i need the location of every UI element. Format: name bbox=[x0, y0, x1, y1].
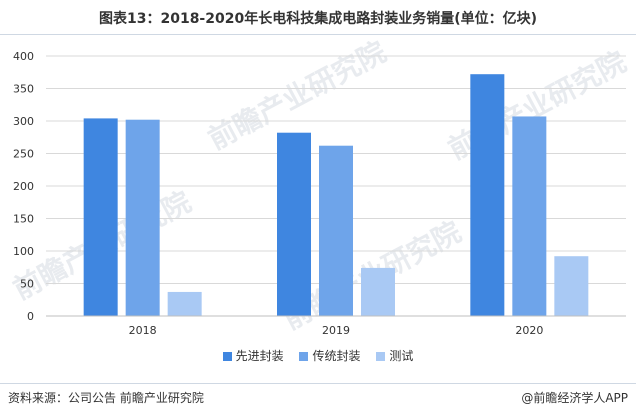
bar bbox=[83, 118, 118, 317]
y-tick-label: 100 bbox=[13, 245, 34, 258]
y-tick-label: 200 bbox=[13, 180, 34, 193]
bar bbox=[167, 291, 202, 316]
bar bbox=[512, 116, 547, 316]
credit-note: @前瞻经济学人APP bbox=[521, 391, 628, 405]
bar bbox=[125, 119, 160, 316]
y-tick-label: 150 bbox=[13, 213, 34, 226]
bars bbox=[83, 74, 589, 317]
bar bbox=[277, 132, 311, 316]
legend-item-advanced: 先进封装 bbox=[222, 347, 284, 364]
header-divider bbox=[0, 34, 636, 35]
legend-swatch bbox=[299, 352, 309, 361]
x-axis-ticks: 2018 2019 2020 bbox=[129, 324, 544, 337]
y-axis-ticks: 0 50 100 150 200 250 300 350 400 bbox=[13, 50, 34, 323]
chart-title: 图表13：2018-2020年长电科技集成电路封装业务销量(单位：亿块) bbox=[98, 11, 538, 27]
bar bbox=[319, 145, 353, 316]
bar bbox=[470, 74, 505, 316]
x-tick-label: 2018 bbox=[129, 324, 157, 337]
bar bbox=[554, 256, 589, 316]
bar-chart: 前瞻产业研究院 前瞻产业研究院 前瞻产业研究院 前瞻产业研究院 05010015… bbox=[8, 35, 632, 337]
legend-label: 测试 bbox=[389, 349, 414, 363]
legend-label: 传统封装 bbox=[312, 349, 361, 363]
legend-item-testing: 测试 bbox=[376, 347, 413, 364]
x-tick-label: 2020 bbox=[515, 324, 543, 337]
x-tick-label: 2019 bbox=[322, 324, 350, 337]
y-tick-label: 300 bbox=[13, 115, 34, 128]
legend: 先进封装 传统封装 测试 bbox=[0, 347, 636, 364]
y-tick-label: 400 bbox=[13, 50, 34, 63]
legend-item-traditional: 传统封装 bbox=[299, 347, 361, 364]
legend-swatch bbox=[222, 352, 232, 361]
y-tick-label: 350 bbox=[13, 83, 34, 96]
footer-divider bbox=[0, 383, 636, 384]
bar bbox=[361, 267, 395, 316]
legend-label: 先进封装 bbox=[235, 349, 284, 363]
y-tick-label: 250 bbox=[13, 148, 34, 161]
y-tick-label: 0 bbox=[27, 310, 34, 323]
source-note: 资料来源：公司公告 前瞻产业研究院 bbox=[8, 391, 204, 405]
y-tick-label: 50 bbox=[20, 278, 34, 291]
legend-swatch bbox=[376, 352, 386, 361]
